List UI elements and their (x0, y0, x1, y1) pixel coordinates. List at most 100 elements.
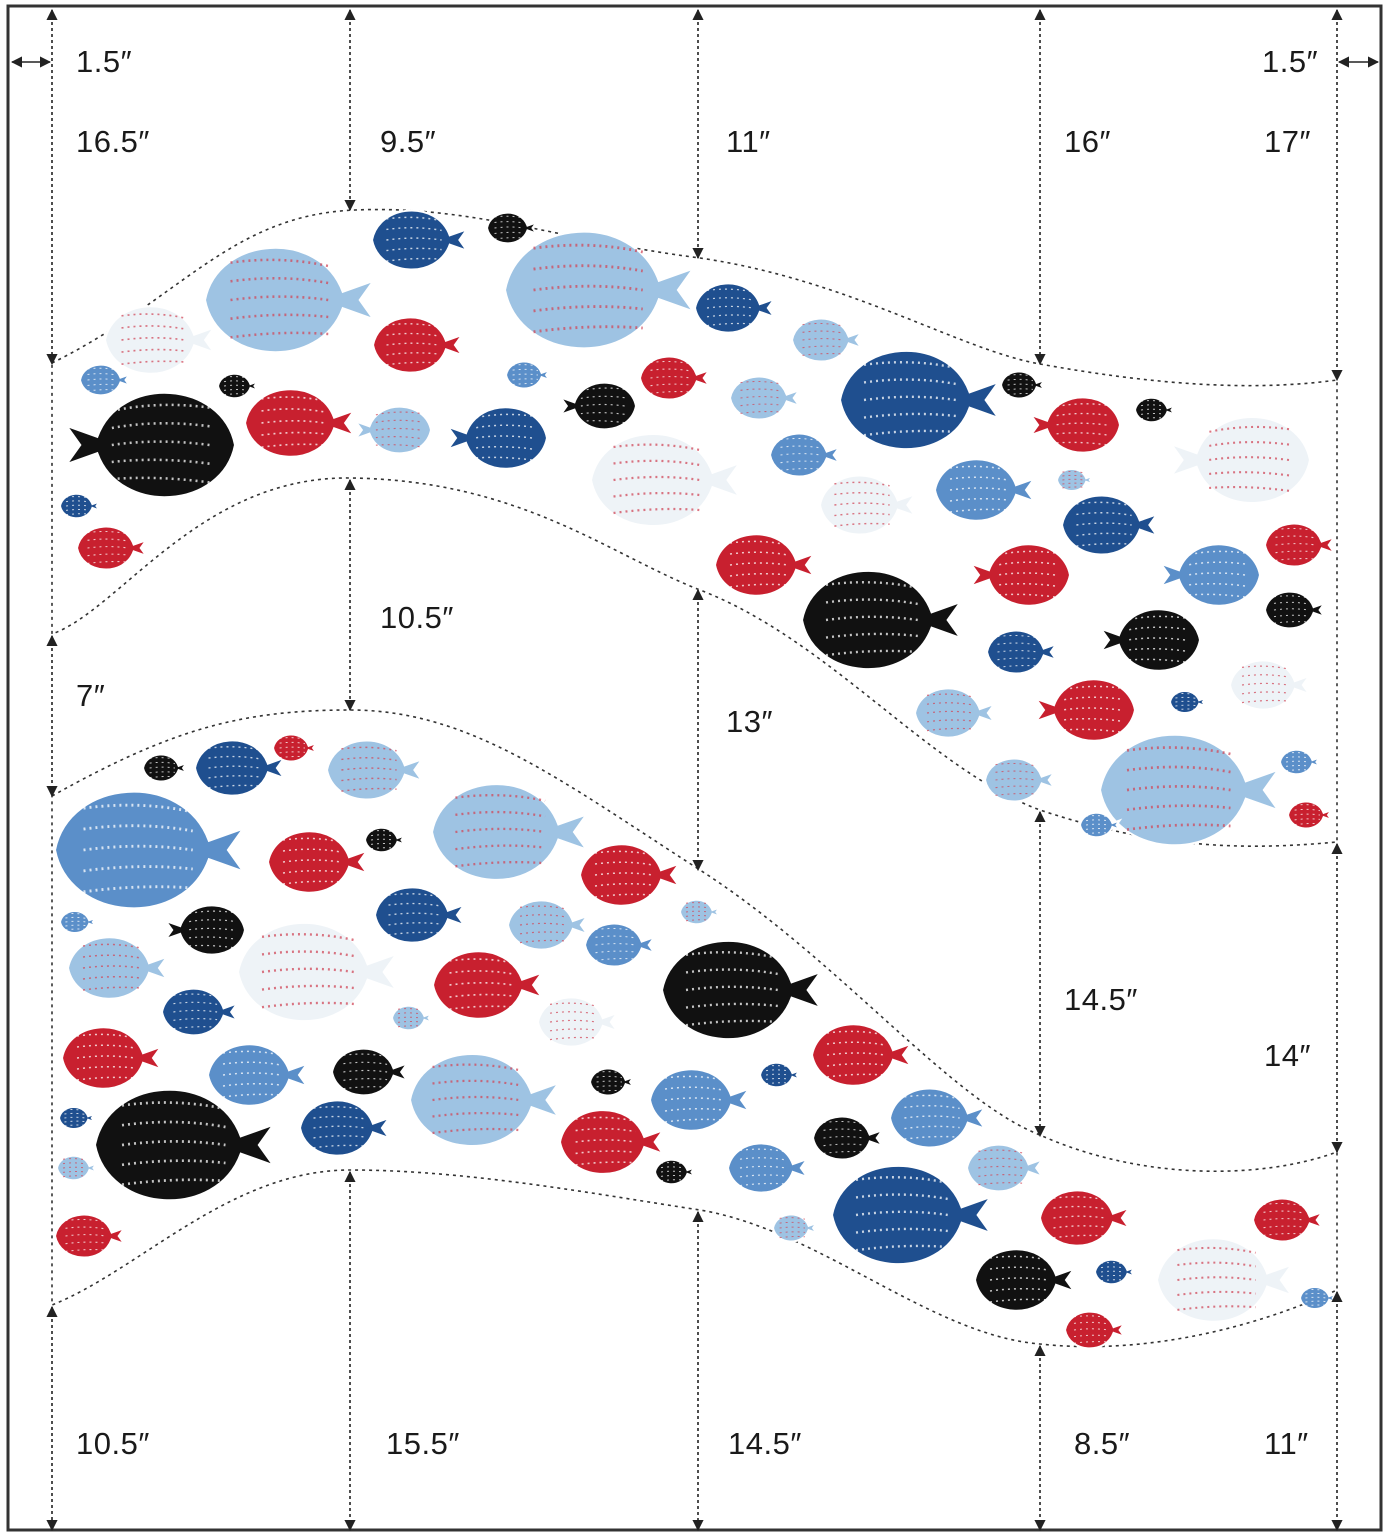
fish-applique-mid_blue-13 (504, 360, 553, 390)
fish-applique-mid_blue-84 (888, 1087, 988, 1149)
left-margin-label: 1.5″ (76, 44, 133, 79)
fish-applique-black-36 (1263, 590, 1328, 630)
fish-applique-red-14 (638, 355, 712, 401)
fish-applique-red-77 (810, 1023, 914, 1087)
fish-applique-navy-78 (57, 1105, 98, 1131)
fish-applique-black-9 (64, 391, 237, 499)
fish-applique-cream-94 (1155, 1237, 1295, 1323)
fish-applique-sky-53 (430, 783, 590, 881)
upper-top-col4: 16″ (1064, 124, 1111, 159)
fish-applique-red-65 (431, 950, 545, 1020)
fish-applique-black-10 (216, 372, 261, 400)
fish-applique-sky-63 (66, 936, 170, 1000)
fish-applique-mid_blue-82 (726, 1142, 810, 1194)
fish-applique-navy-28 (1060, 494, 1160, 556)
fish-applique-navy-37 (985, 629, 1059, 675)
fish-applique-black-92 (973, 1248, 1077, 1312)
upper-top-col1: 16.5″ (76, 124, 150, 159)
fish-applique-red-91 (1251, 1197, 1325, 1243)
fish-applique-black-66 (660, 939, 824, 1041)
fish-applique-red-41 (1033, 678, 1137, 742)
upper-top-col2: 9.5″ (380, 124, 437, 159)
fish-applique-sky-43 (983, 757, 1057, 803)
fish-applique-sky-89 (771, 1213, 820, 1243)
fish-applique-cream-21 (818, 474, 918, 536)
fish-applique-black-79 (93, 1088, 276, 1202)
fish-applique-navy-7 (838, 349, 1002, 451)
right-margin-label: 1.5″ (1262, 44, 1319, 79)
fish-applique-mid_blue-75 (648, 1068, 752, 1132)
fish-applique-black-38 (1098, 608, 1202, 672)
fish-applique-sky-6 (790, 317, 864, 363)
fish-appliques (53, 209, 1339, 1350)
fish-applique-black-33 (800, 569, 964, 671)
fish-applique-red-90 (1038, 1189, 1132, 1247)
upper-top-col5: 17″ (1264, 124, 1311, 159)
fish-applique-red-24 (1028, 396, 1122, 454)
fish-applique-navy-5 (693, 282, 777, 334)
fish-applique-sky-44 (1098, 733, 1281, 847)
fish-applique-red-56 (578, 843, 682, 907)
gap-col5: 14″ (1264, 1038, 1311, 1073)
fish-applique-navy-93 (1093, 1258, 1138, 1286)
fish-applique-cream-19 (589, 432, 743, 528)
fish-applique-cream-0 (103, 305, 217, 375)
fish-applique-navy-49 (193, 739, 287, 797)
fish-applique-sky-15 (353, 405, 433, 455)
fish-applique-black-3 (485, 211, 540, 245)
fish-applique-red-29 (1263, 522, 1337, 568)
fish-applique-red-96 (53, 1213, 127, 1259)
fish-applique-mid_blue-57 (58, 909, 99, 935)
fish-applique-red-95 (1063, 1310, 1128, 1350)
fish-applique-mid_blue-20 (768, 432, 842, 478)
bottom-col5: 11″ (1264, 1426, 1309, 1461)
bottom-col4: 8.5″ (1074, 1426, 1131, 1461)
fish-applique-sky-62 (678, 898, 723, 926)
fish-applique-black-55 (363, 826, 408, 854)
fish-applique-navy-76 (758, 1061, 803, 1089)
fish-applique-red-81 (558, 1109, 666, 1175)
fish-applique-red-46 (1286, 800, 1335, 830)
fish-applique-red-50 (271, 733, 320, 763)
fish-applique-red-34 (968, 543, 1072, 607)
fish-applique-sky-60 (506, 899, 590, 951)
fish-applique-mid_blue-35 (1158, 543, 1262, 607)
upper-top-col3: 11″ (726, 124, 771, 159)
bottom-col3: 14.5″ (728, 1426, 802, 1461)
bottom-col1: 10.5″ (76, 1426, 150, 1461)
fish-applique-black-72 (330, 1047, 410, 1097)
fish-applique-black-87 (653, 1158, 698, 1186)
fish-applique-sky-1 (203, 246, 376, 354)
fish-applique-black-74 (588, 1067, 637, 1097)
fish-applique-cream-26 (1168, 416, 1312, 504)
fish-applique-mid_blue-61 (583, 922, 657, 968)
fish-applique-red-31 (75, 525, 149, 571)
fish-applique-navy-80 (298, 1099, 392, 1157)
fish-applique-black-48 (141, 753, 190, 783)
fish-applique-sky-27 (1055, 467, 1096, 493)
fish-applique-sky-18 (728, 375, 802, 421)
gap-col1: 7″ (76, 678, 106, 713)
fish-applique-sky-68 (390, 1004, 435, 1032)
fish-applique-cream-64 (236, 921, 400, 1023)
fish-applique-red-11 (243, 388, 357, 458)
fish-applique-sky-40 (913, 687, 997, 739)
fish-applique-cream-69 (536, 996, 620, 1048)
fish-applique-black-17 (558, 381, 638, 431)
fish-applique-mid_blue-52 (53, 790, 246, 910)
fish-applique-mid_blue-97 (1298, 1285, 1339, 1311)
bottom-col2: 15.5″ (386, 1426, 460, 1461)
fish-applique-red-12 (371, 316, 465, 374)
fish-applique-navy-42 (1168, 689, 1209, 715)
fish-applique-red-70 (60, 1026, 164, 1090)
fish-applique-red-54 (266, 830, 370, 894)
gap-col4: 14.5″ (1064, 982, 1138, 1017)
gap-col3: 13″ (726, 704, 773, 739)
fish-applique-sky-4 (503, 230, 696, 350)
fish-applique-navy-30 (58, 492, 103, 520)
fish-applique-black-23 (999, 370, 1048, 400)
fish-applique-mid_blue-45 (1278, 748, 1323, 776)
upper-wave-band (51, 208, 1338, 847)
